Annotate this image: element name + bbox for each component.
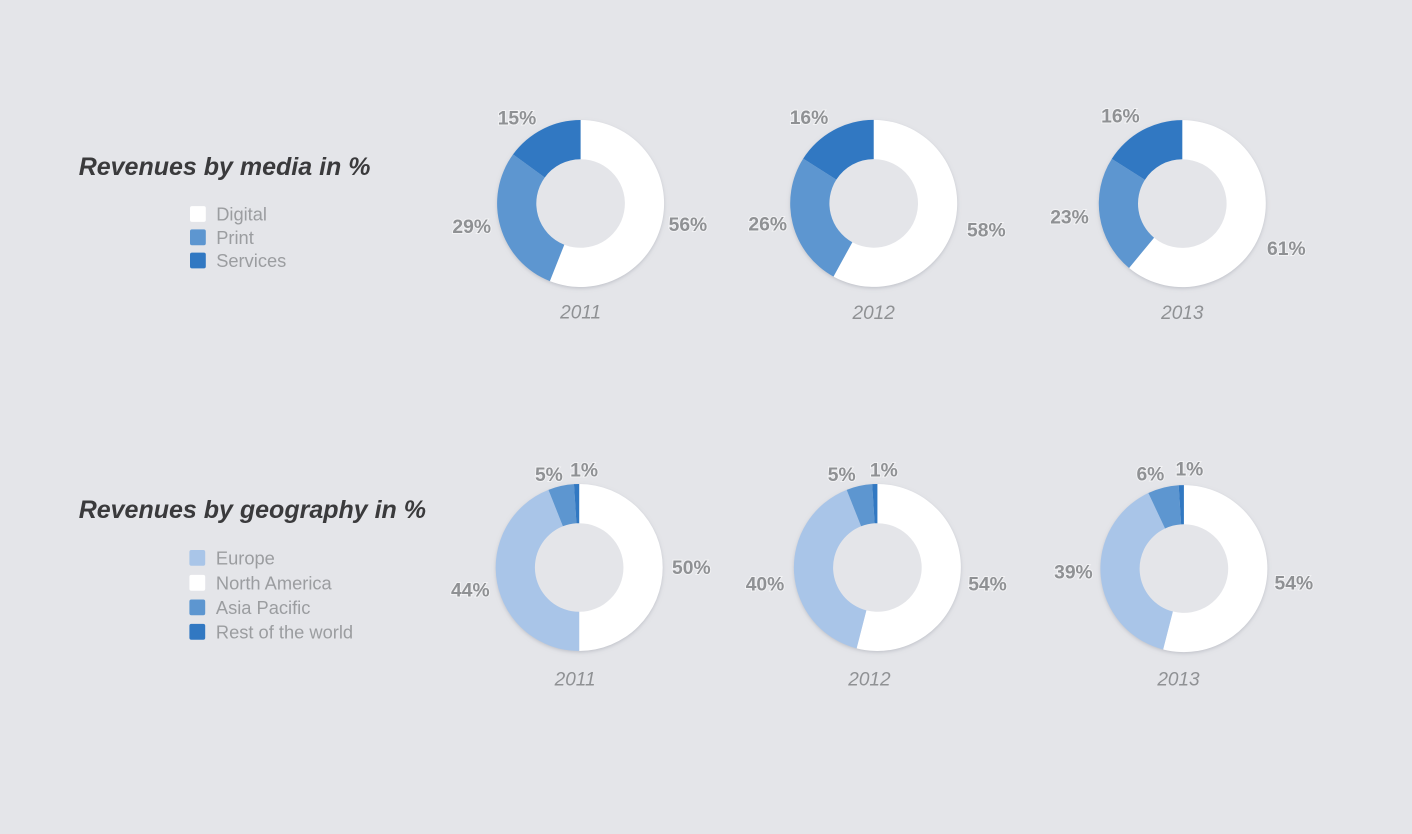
svg-text:5%: 5% <box>535 465 563 486</box>
svg-text:North America: North America <box>216 573 333 594</box>
svg-text:6%: 6% <box>1136 465 1164 486</box>
svg-text:40%: 40% <box>746 574 785 595</box>
svg-text:50%: 50% <box>672 558 711 579</box>
svg-text:15%: 15% <box>498 108 537 129</box>
svg-text:2011: 2011 <box>559 303 601 324</box>
svg-text:1%: 1% <box>570 461 598 482</box>
svg-text:54%: 54% <box>968 574 1007 595</box>
svg-text:Print: Print <box>216 227 254 248</box>
svg-text:2013: 2013 <box>1156 670 1200 691</box>
svg-text:Revenues by media in %: Revenues by media in % <box>79 153 371 181</box>
svg-text:Revenues by geography in %: Revenues by geography in % <box>79 496 426 524</box>
svg-text:Asia Pacific: Asia Pacific <box>216 597 311 618</box>
svg-text:39%: 39% <box>1054 563 1093 584</box>
svg-text:16%: 16% <box>790 108 829 129</box>
svg-text:1%: 1% <box>870 461 898 482</box>
svg-text:26%: 26% <box>748 215 787 236</box>
svg-text:29%: 29% <box>452 217 491 238</box>
svg-text:2013: 2013 <box>1160 303 1204 324</box>
svg-text:Digital: Digital <box>216 204 267 225</box>
svg-text:54%: 54% <box>1275 574 1314 595</box>
svg-text:58%: 58% <box>967 220 1006 241</box>
svg-text:61%: 61% <box>1267 239 1306 260</box>
svg-text:2012: 2012 <box>847 670 891 691</box>
svg-text:16%: 16% <box>1101 107 1140 128</box>
svg-text:2012: 2012 <box>852 303 896 324</box>
svg-text:23%: 23% <box>1050 207 1089 228</box>
svg-text:Services: Services <box>216 250 286 271</box>
svg-text:44%: 44% <box>451 581 490 602</box>
svg-text:5%: 5% <box>828 465 856 486</box>
svg-text:Rest of the world: Rest of the world <box>216 622 353 643</box>
svg-text:1%: 1% <box>1175 460 1203 481</box>
svg-text:Europe: Europe <box>216 548 275 569</box>
svg-text:2011: 2011 <box>554 670 596 691</box>
svg-text:56%: 56% <box>669 215 708 236</box>
